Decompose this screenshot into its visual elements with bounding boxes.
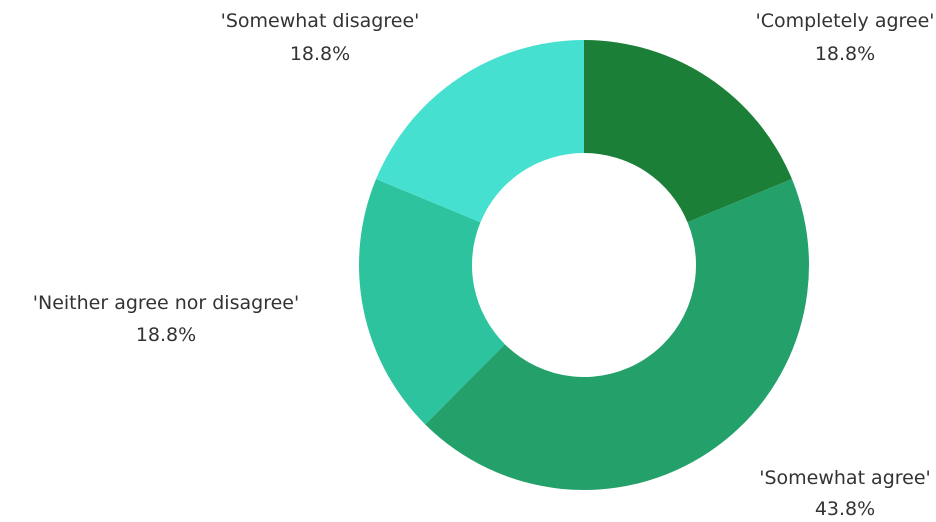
- slice-3: [376, 40, 584, 223]
- value-somewhat-agree: 43.8%: [815, 498, 875, 520]
- donut-slices: [359, 40, 809, 491]
- label-completely-agree: 'Completely agree': [755, 10, 934, 32]
- label-neither-agree-nor-disagree: 'Neither agree nor disagree': [33, 292, 299, 314]
- value-neither-agree-nor-disagree: 18.8%: [136, 324, 196, 346]
- slice-2: [359, 179, 505, 425]
- label-somewhat-disagree: 'Somewhat disagree': [221, 10, 420, 32]
- value-completely-agree: 18.8%: [815, 43, 875, 65]
- value-somewhat-disagree: 18.8%: [290, 43, 350, 65]
- slice-0: [584, 40, 792, 223]
- slice-1: [425, 179, 809, 491]
- label-somewhat-agree: 'Somewhat agree': [759, 467, 931, 489]
